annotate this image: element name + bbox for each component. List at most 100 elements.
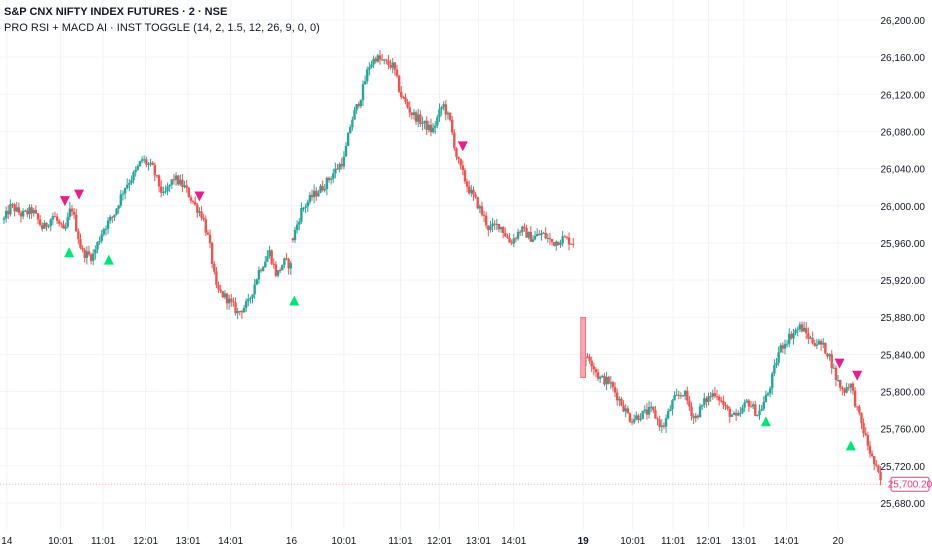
candle-body bbox=[609, 382, 613, 384]
candle-body bbox=[119, 194, 123, 206]
candle-body bbox=[822, 342, 825, 345]
candle-body bbox=[662, 425, 666, 427]
candle-body bbox=[87, 251, 91, 255]
candle-body bbox=[323, 188, 326, 191]
candle-body bbox=[709, 396, 712, 398]
candle-body bbox=[683, 390, 687, 396]
x-tick-label: 10:01 bbox=[331, 536, 356, 547]
candle-body bbox=[624, 408, 627, 412]
candle-body bbox=[353, 110, 356, 120]
candle-body bbox=[427, 124, 431, 131]
candle-body bbox=[7, 210, 10, 215]
candle-body bbox=[272, 263, 275, 265]
candle-body bbox=[751, 404, 755, 407]
candle-body bbox=[255, 279, 258, 285]
candle-body bbox=[688, 400, 691, 407]
candle-body bbox=[304, 206, 307, 208]
candle-body bbox=[281, 264, 284, 271]
x-tick-label: 10:01 bbox=[620, 536, 645, 547]
candle-body bbox=[858, 406, 861, 413]
candle-body bbox=[242, 307, 246, 313]
candle-body bbox=[565, 237, 569, 239]
candle-body bbox=[2, 218, 6, 220]
candle-body bbox=[68, 208, 72, 217]
sell-signal-marker bbox=[59, 196, 70, 207]
candle-body bbox=[673, 395, 676, 401]
candle-body bbox=[81, 247, 84, 250]
candle-body bbox=[410, 112, 414, 116]
x-tick-label: 12:01 bbox=[427, 536, 452, 547]
candle-body bbox=[77, 231, 80, 240]
candle-body bbox=[726, 406, 729, 409]
candle-body bbox=[395, 69, 399, 76]
candle-body bbox=[300, 208, 303, 222]
candle-body bbox=[478, 206, 482, 209]
candle-body bbox=[213, 263, 216, 272]
indicator-label[interactable]: PRO RSI + MACD AI · INST TOGGLE (14, 2, … bbox=[4, 22, 320, 34]
candle-body bbox=[191, 200, 195, 203]
candle-body bbox=[764, 395, 768, 402]
candle-body bbox=[824, 342, 827, 354]
candle-body bbox=[230, 298, 233, 302]
candle-body bbox=[851, 383, 855, 391]
candle-body bbox=[794, 330, 797, 334]
y-tick-label: 26,040.00 bbox=[881, 165, 926, 176]
candle-body bbox=[317, 192, 320, 197]
candle-body bbox=[219, 289, 222, 292]
candle-body bbox=[170, 179, 174, 185]
candle-body bbox=[760, 409, 763, 411]
buy-signal-marker bbox=[64, 247, 75, 258]
candle-body bbox=[724, 404, 727, 407]
candle-body bbox=[440, 107, 443, 110]
candle-body bbox=[813, 343, 816, 346]
candle-body bbox=[338, 163, 341, 170]
candle-body bbox=[138, 161, 142, 166]
candle-body bbox=[856, 406, 859, 408]
candle-body bbox=[768, 388, 772, 394]
candle-body bbox=[546, 237, 549, 239]
candle-body bbox=[845, 387, 848, 393]
candle-body bbox=[240, 311, 244, 313]
candle-body bbox=[847, 387, 850, 389]
candle-body bbox=[421, 122, 424, 124]
candle-body bbox=[128, 183, 131, 185]
candle-body bbox=[123, 187, 127, 194]
candle-body bbox=[204, 219, 207, 233]
candle-body bbox=[75, 214, 78, 232]
candle-body bbox=[202, 217, 205, 220]
candle-body bbox=[777, 352, 780, 363]
candle-body bbox=[487, 225, 490, 231]
candle-body bbox=[849, 383, 853, 388]
candle-body bbox=[334, 168, 337, 174]
candle-body bbox=[436, 117, 439, 126]
candle-body bbox=[715, 396, 719, 398]
candle-body bbox=[870, 453, 874, 457]
candle-body bbox=[493, 223, 496, 225]
candle-body bbox=[406, 101, 409, 108]
candle-body bbox=[315, 190, 318, 197]
candle-body bbox=[4, 210, 8, 219]
candle-body bbox=[561, 236, 564, 244]
candle-body bbox=[327, 177, 331, 180]
x-tick-label: 11:01 bbox=[661, 536, 686, 547]
x-tick-label: 14 bbox=[1, 536, 13, 547]
candle-body bbox=[351, 119, 354, 128]
candle-body bbox=[147, 164, 150, 166]
candle-body bbox=[181, 179, 184, 187]
candle-body bbox=[540, 233, 543, 236]
candle-body bbox=[126, 184, 129, 188]
grid-layer bbox=[0, 0, 886, 530]
candle-body bbox=[548, 237, 552, 240]
x-tick-label: 14:01 bbox=[501, 536, 526, 547]
candle-body bbox=[529, 231, 532, 242]
candle-body bbox=[728, 408, 731, 417]
last-price-tag bbox=[890, 476, 930, 492]
candle-body bbox=[374, 58, 377, 62]
candle-body bbox=[102, 229, 106, 235]
symbol-title[interactable]: S&P CNX NIFTY INDEX FUTURES · 2 · NSE bbox=[4, 6, 228, 18]
candle-body bbox=[641, 410, 644, 420]
candle-body bbox=[244, 301, 248, 308]
candle-body bbox=[355, 104, 358, 111]
